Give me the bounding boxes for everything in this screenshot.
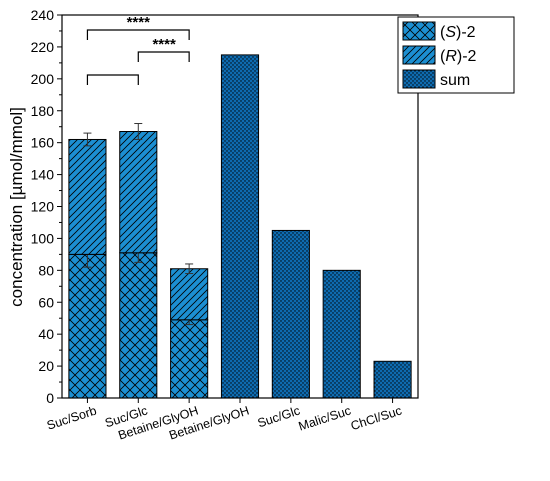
bar-pattern-2-5 (322, 269, 361, 399)
bar-pattern-1-2 (170, 268, 209, 321)
x-tick-label-6: ChCl/Suc (349, 404, 404, 434)
bar-pattern-2-3 (220, 54, 260, 399)
bar-pattern-1-0 (68, 138, 107, 255)
plot-area (68, 54, 412, 399)
y-tick-label-240: 240 (31, 7, 55, 23)
significance-label-0: **** (127, 14, 151, 31)
y-tick-label-60: 60 (38, 294, 54, 310)
y-tick-label-0: 0 (46, 390, 54, 406)
legend-label-1: (R)-2 (440, 48, 477, 65)
y-tick-label-40: 40 (38, 326, 54, 342)
y-tick-label-20: 20 (38, 358, 54, 374)
y-tick-label-160: 160 (31, 135, 55, 151)
significance-bracket-2 (86, 74, 139, 85)
legend-swatch-pattern-1 (402, 45, 436, 65)
bar-pattern-0-1 (119, 252, 158, 399)
y-tick-label-80: 80 (38, 262, 54, 278)
y-tick-label-140: 140 (31, 167, 55, 183)
significance-brackets: ******** (86, 14, 190, 85)
y-tick-label-120: 120 (31, 199, 55, 215)
bar-pattern-2-4 (271, 229, 310, 399)
bar-pattern-2-6 (373, 360, 412, 399)
x-tick-label-0: Suc/Sorb (45, 404, 98, 433)
y-tick-label-220: 220 (31, 39, 55, 55)
y-axis-label: concentration [µmol/mmol] (7, 107, 26, 307)
legend-label-2: sum (440, 72, 470, 89)
legend: (S)-2 (R)-2 sum (397, 16, 515, 94)
legend-swatch-pattern-2 (402, 69, 436, 89)
bar-pattern-0-0 (68, 253, 107, 399)
bar-pattern-0-2 (170, 319, 209, 399)
legend-swatch-pattern-0 (402, 21, 436, 41)
x-tick-label-4: Suc/Glc (256, 404, 302, 431)
y-tick-label-180: 180 (31, 103, 55, 119)
bar-pattern-1-1 (119, 130, 158, 254)
y-tick-label-100: 100 (31, 230, 55, 246)
significance-bracket-0 (86, 29, 190, 40)
significance-bracket-1 (137, 51, 190, 62)
legend-label-0: (S)-2 (440, 24, 476, 41)
x-tick-label-5: Malic/Suc (297, 404, 353, 434)
significance-label-1: **** (152, 36, 176, 53)
y-tick-label-200: 200 (31, 71, 55, 87)
